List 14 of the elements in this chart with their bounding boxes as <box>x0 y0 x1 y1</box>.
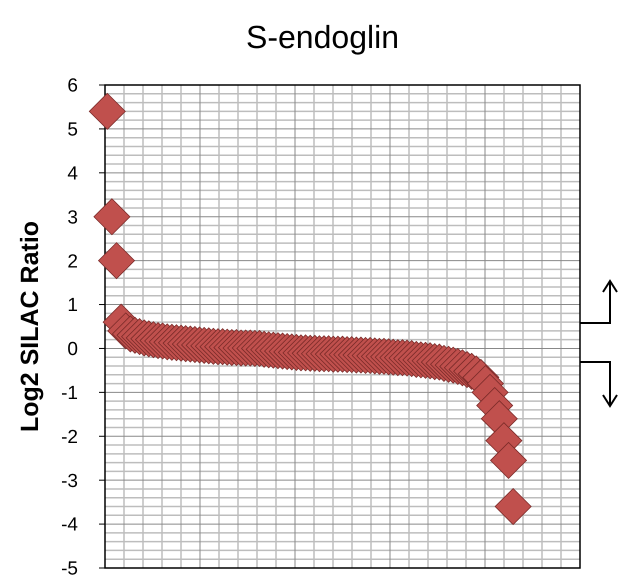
y-tick-label: 2 <box>67 251 78 272</box>
y-tick-label: 1 <box>67 295 78 316</box>
y-tick-label: 0 <box>67 339 78 360</box>
y-tick-label: 4 <box>67 163 78 184</box>
y-tick-label: 3 <box>67 207 78 228</box>
y-tick-label: -2 <box>61 426 78 448</box>
y-tick-label: -3 <box>61 470 78 492</box>
y-tick-label: -5 <box>61 558 78 580</box>
y-tick-label: -4 <box>61 514 78 536</box>
y-tick-label: -1 <box>61 383 78 404</box>
y-tick-label: 5 <box>67 120 78 141</box>
y-axis-title: Log2 SILAC Ratio <box>16 220 44 432</box>
y-tick-label: 6 <box>67 76 78 97</box>
chart-title: S-endoglin <box>246 19 399 55</box>
